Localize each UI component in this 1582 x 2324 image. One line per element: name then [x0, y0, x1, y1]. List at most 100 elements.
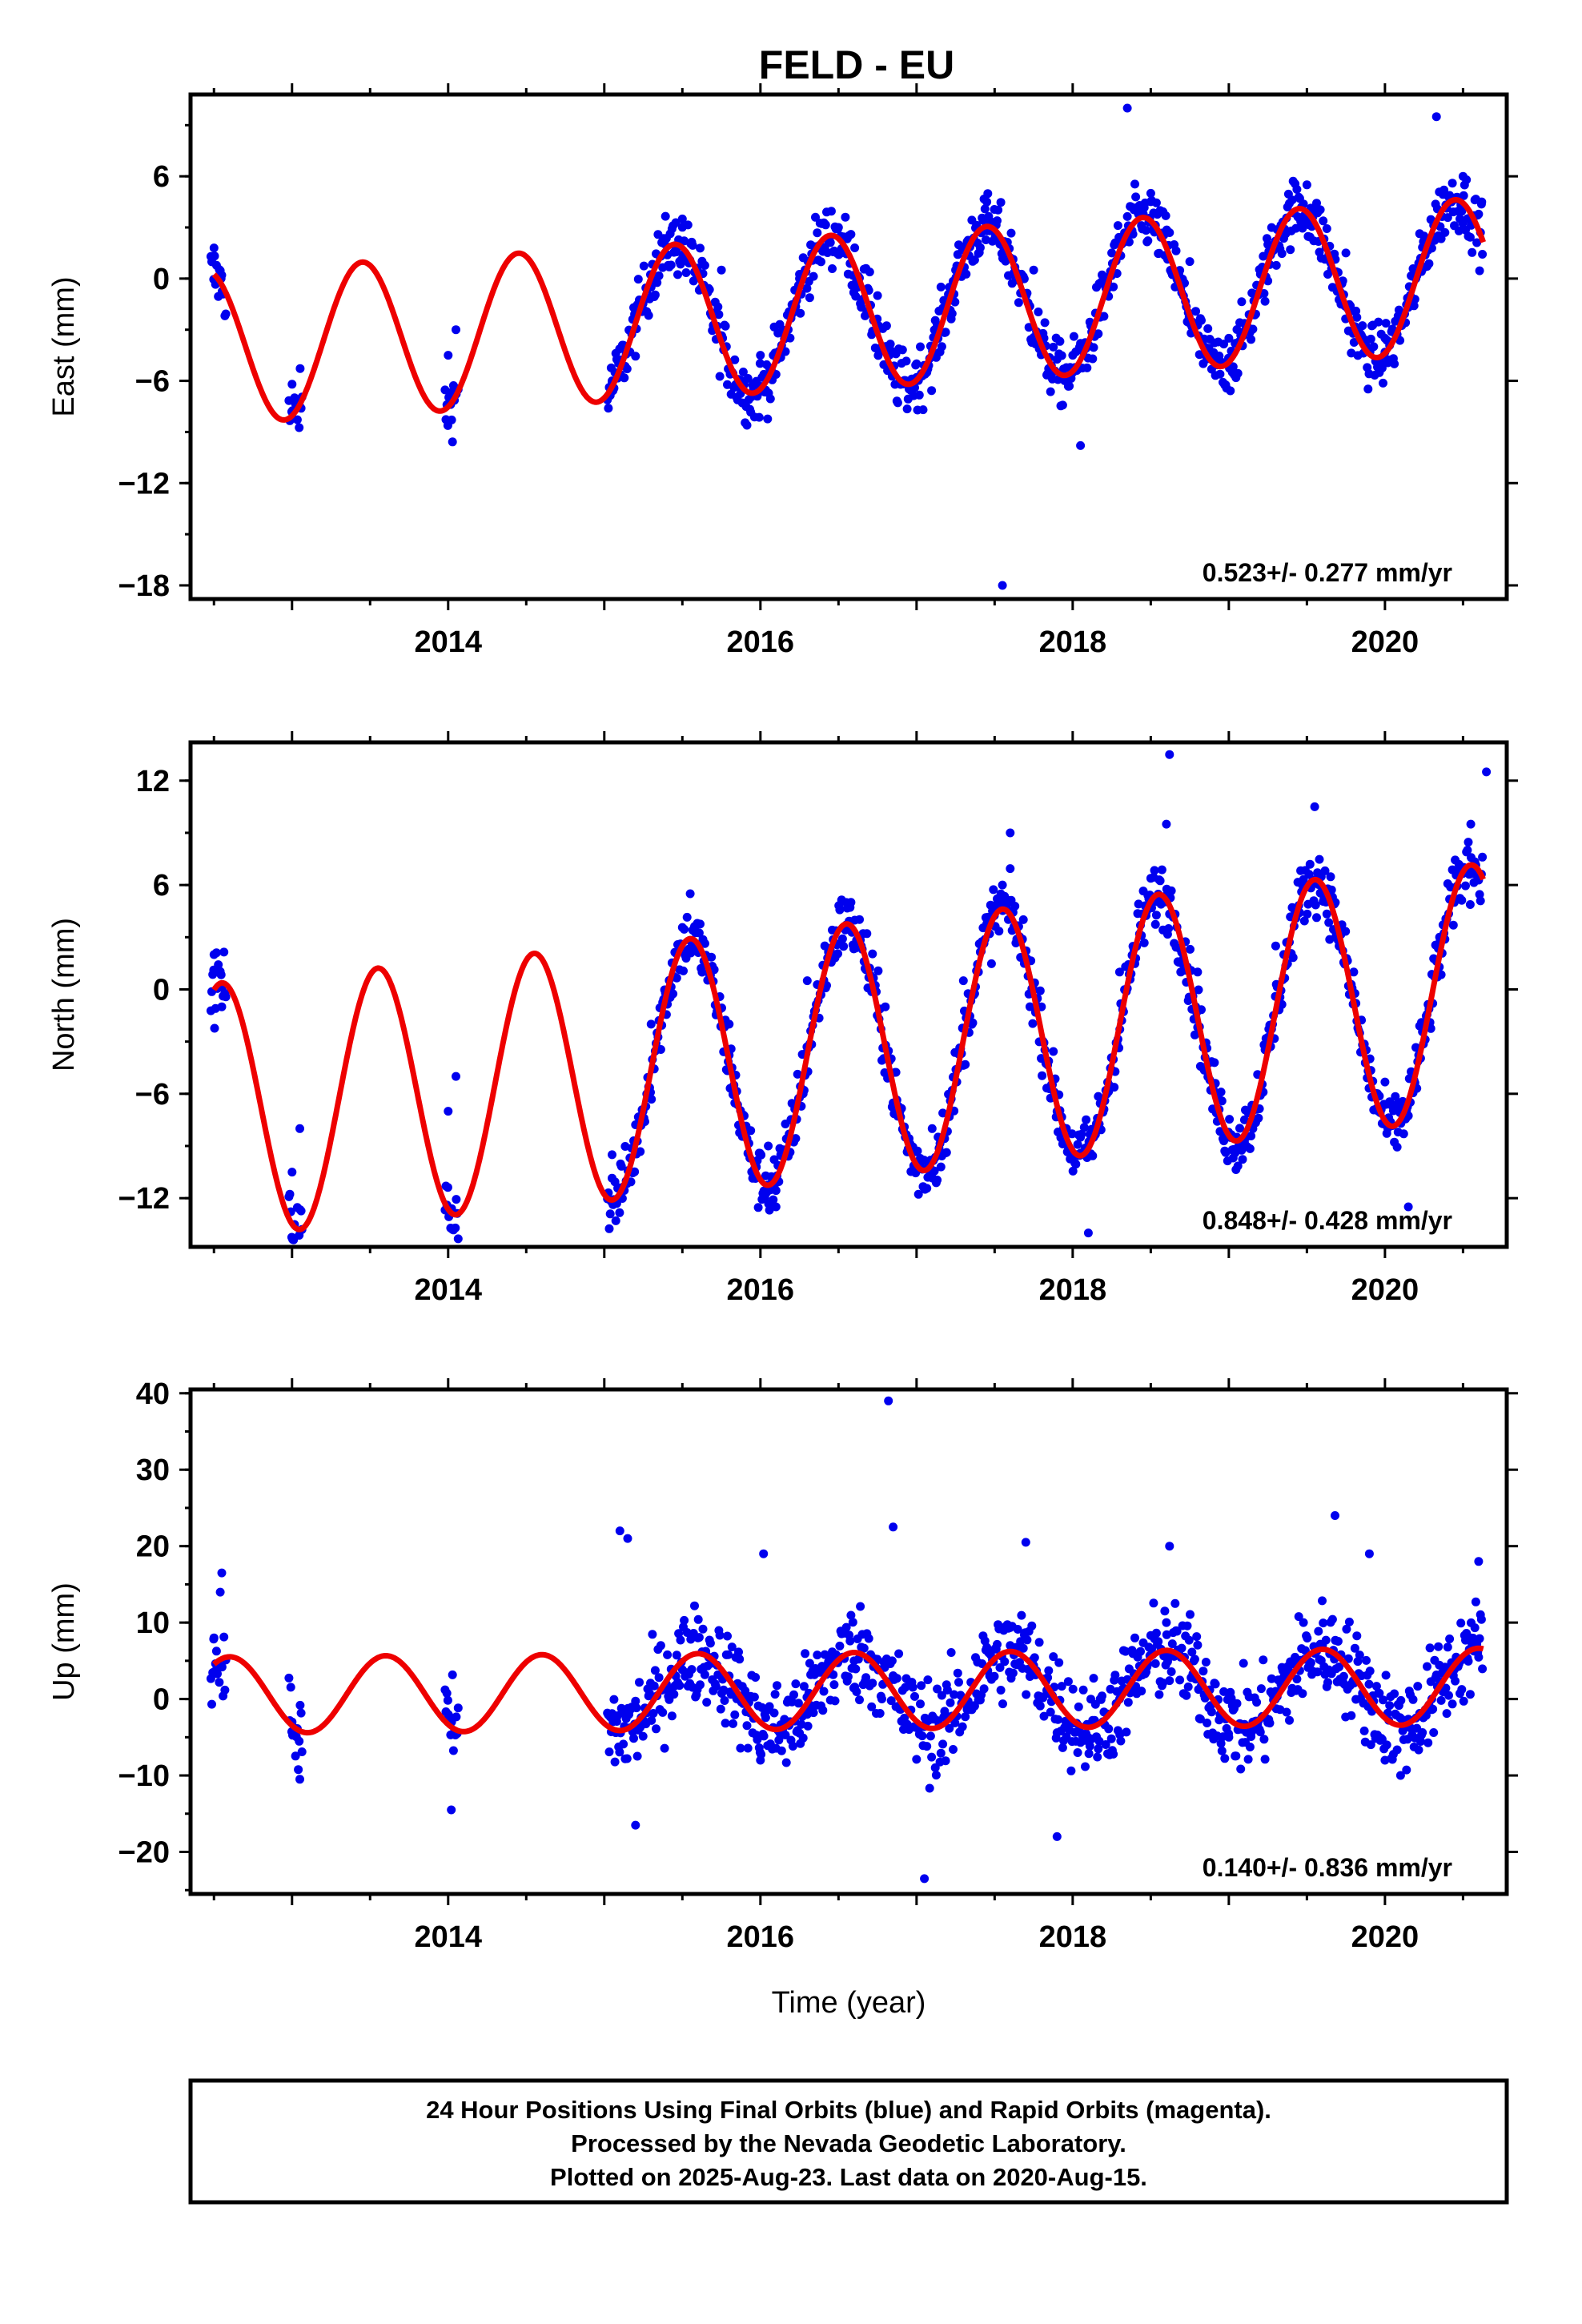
up-x-tick-label: 2020 [1351, 1920, 1419, 1954]
up-data-point [1392, 1745, 1402, 1755]
east-data-point [715, 372, 725, 381]
north-data-point [1411, 1043, 1420, 1052]
east-ticks-layer: 2014 2016 2018 2020 6 0 −6 −12 −18 [118, 83, 1518, 659]
up-data-point [1434, 1642, 1443, 1651]
north-data-point [1094, 1092, 1103, 1101]
north-data-point [1478, 852, 1488, 862]
north-data-point [1288, 953, 1298, 963]
up-data-point [1471, 1597, 1480, 1606]
up-data-point [1049, 1652, 1058, 1662]
up-data-point [295, 1736, 304, 1746]
north-data-point [221, 992, 231, 1002]
up-data-point [1464, 1656, 1473, 1666]
up-data-point [993, 1639, 1002, 1649]
footer-line-3: Plotted on 2025-Aug-23. Last data on 202… [550, 2163, 1147, 2191]
east-data-point [700, 260, 709, 270]
up-data-point [667, 1711, 677, 1721]
up-data-point [1008, 1668, 1018, 1678]
up-data-point [1425, 1643, 1435, 1653]
east-data-point [1057, 351, 1066, 360]
up-data-point [444, 1710, 453, 1719]
east-data-point [781, 347, 790, 356]
north-data-point [285, 1189, 295, 1199]
up-data-point [1195, 1715, 1205, 1724]
up-data-point [845, 1636, 855, 1646]
east-data-point [825, 238, 835, 247]
east-data-point [981, 235, 990, 244]
up-data-point [1343, 1654, 1353, 1663]
north-data-point [1457, 895, 1467, 905]
up-data-point [652, 1724, 661, 1734]
up-data-point [660, 1743, 669, 1753]
east-plot-frame [188, 92, 1509, 601]
north-y-tick-label: −6 [135, 1078, 170, 1112]
north-data-point [862, 929, 872, 939]
east-data-point [631, 352, 640, 361]
up-data-point [715, 1630, 725, 1640]
up-data-point [631, 1820, 640, 1830]
up-data-point [1459, 1696, 1468, 1706]
up-data-point [1183, 1682, 1193, 1691]
north-data-point [1165, 750, 1174, 759]
up-data-point [1395, 1771, 1405, 1780]
north-data-point [933, 1176, 942, 1184]
north-data-point [295, 1124, 304, 1133]
up-data-point [1252, 1698, 1262, 1707]
up-data-point [875, 1709, 885, 1718]
east-data-point [672, 247, 681, 256]
east-data-point [918, 405, 928, 415]
up-data-point [1137, 1687, 1146, 1696]
up-data-point [1175, 1675, 1185, 1685]
up-data-point [1184, 1635, 1194, 1645]
up-data-point [859, 1643, 869, 1653]
east-data-point [1054, 375, 1062, 384]
up-data-point [916, 1699, 925, 1709]
up-data-point [1149, 1598, 1158, 1608]
up-data-point [1444, 1691, 1453, 1700]
up-data-point [749, 1692, 759, 1702]
up-y-tick-label: −20 [118, 1836, 170, 1870]
east-data-point [1224, 333, 1234, 343]
east-x-tick-label: 2016 [727, 625, 795, 659]
north-data-point [1150, 866, 1159, 875]
north-data-point [1476, 896, 1485, 906]
north-data-point [922, 1184, 932, 1193]
east-data-point [765, 394, 775, 404]
up-data-point [644, 1689, 654, 1699]
north-data-point [685, 889, 695, 899]
north-data-point [1482, 767, 1492, 777]
east-data-point [295, 364, 305, 373]
east-data-point [947, 309, 957, 319]
up-data-point [1110, 1671, 1120, 1680]
up-data-point [937, 1691, 946, 1700]
up-data-point [1259, 1655, 1268, 1665]
up-data-point [978, 1659, 987, 1668]
east-data-point [1146, 188, 1155, 198]
up-data-point [443, 1695, 452, 1705]
east-data-point [980, 204, 990, 214]
north-data-point [700, 939, 709, 948]
north-data-point [444, 1107, 453, 1116]
up-data-point [990, 1671, 999, 1681]
north-data-point [1403, 1202, 1413, 1212]
up-data-point [798, 1733, 808, 1743]
east-data-point [1233, 368, 1243, 378]
up-data-point [756, 1755, 765, 1765]
east-data-point [1474, 209, 1484, 219]
east-data-point [743, 374, 753, 383]
up-data-point [1414, 1745, 1423, 1755]
north-y-tick-label: 0 [153, 973, 170, 1007]
north-data-point [841, 898, 851, 907]
east-data-point [841, 212, 850, 222]
up-data-point [297, 1747, 307, 1756]
north-data-point [611, 1216, 620, 1225]
up-data-point [1415, 1737, 1425, 1746]
up-data-point [953, 1668, 962, 1678]
up-data-point [1018, 1643, 1028, 1653]
east-data-point [998, 581, 1007, 590]
up-data-point [447, 1805, 456, 1815]
north-data-point [452, 1195, 461, 1204]
north-data-point [709, 965, 719, 975]
north-data-point [873, 966, 883, 975]
east-data-point [1366, 334, 1375, 344]
